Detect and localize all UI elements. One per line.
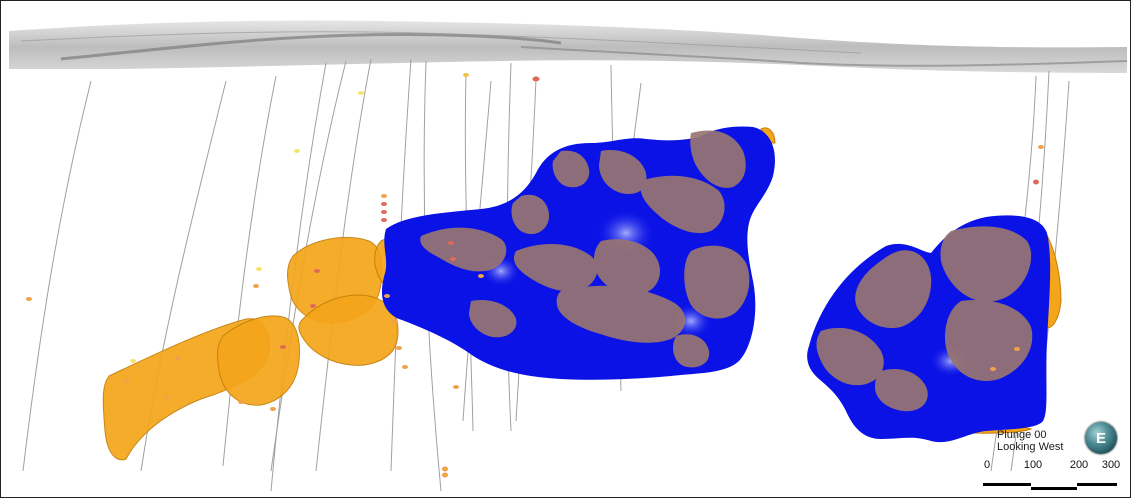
compass-ball-icon[interactable]: E	[1085, 422, 1117, 454]
scale-bar-segment	[1031, 487, 1077, 490]
scale-tick-0: 0	[983, 459, 991, 471]
scale-bar-segment	[983, 483, 1031, 486]
compass-letter: E	[1095, 429, 1106, 447]
grade-shell-patches-east	[816, 226, 1033, 412]
scale-tick-200: 200	[1069, 459, 1089, 471]
scale-bar-segment	[1077, 483, 1117, 486]
scale-bar: 0 100 200 300	[983, 459, 1123, 491]
grade-shell-patches	[420, 130, 750, 368]
plunge-label: Plunge 00	[997, 429, 1047, 441]
scale-tick-100: 100	[1023, 459, 1043, 471]
looking-direction-label: Looking West	[997, 441, 1064, 453]
view-orientation-label: Plunge 00 Looking West	[997, 429, 1063, 453]
assay-intercept-markers	[26, 73, 1044, 478]
topography-surface	[9, 20, 1128, 73]
scale-tick-300: 300	[1101, 459, 1121, 471]
